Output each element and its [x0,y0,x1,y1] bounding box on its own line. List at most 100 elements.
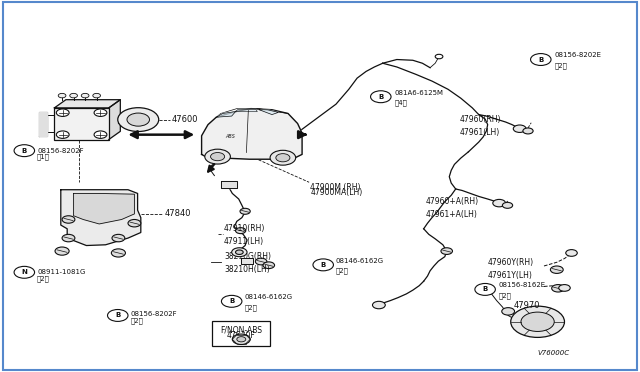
Circle shape [237,337,246,342]
Text: 47910(RH): 47910(RH) [224,224,266,233]
Circle shape [14,266,35,278]
Polygon shape [202,109,302,159]
Circle shape [372,301,385,309]
Circle shape [276,154,290,162]
Circle shape [240,208,250,214]
Circle shape [511,306,564,337]
Text: 47900M (RH): 47900M (RH) [310,183,361,192]
Text: （2）: （2） [499,292,511,299]
Text: B: B [538,57,543,62]
Text: 08146-6162G: 08146-6162G [244,294,292,300]
Text: （1）: （1） [37,154,50,160]
Text: B: B [229,298,234,304]
Text: B: B [378,94,383,100]
Circle shape [232,248,247,257]
Circle shape [112,234,125,242]
Polygon shape [61,190,141,246]
Circle shape [127,113,150,126]
Text: 47961(LH): 47961(LH) [460,128,500,137]
Text: （4）: （4） [394,100,407,106]
Circle shape [513,125,526,132]
Text: 47900MA(LH): 47900MA(LH) [310,188,363,197]
Circle shape [313,259,333,271]
Circle shape [232,334,250,344]
Circle shape [55,247,69,255]
Text: （2）: （2） [554,62,567,69]
Text: V76000C: V76000C [538,350,570,356]
Text: 08156-8202F: 08156-8202F [131,311,177,317]
Polygon shape [236,109,257,112]
Circle shape [211,153,225,161]
Text: B: B [483,286,488,292]
Circle shape [559,285,570,291]
Circle shape [566,250,577,256]
Circle shape [205,149,230,164]
Text: F/NON-ABS: F/NON-ABS [220,325,262,334]
Text: 47960Y(RH): 47960Y(RH) [488,258,534,267]
Circle shape [435,54,443,59]
Circle shape [502,308,515,315]
Circle shape [111,249,125,257]
Circle shape [236,250,243,254]
Text: 081A6-6125M: 081A6-6125M [394,90,444,96]
Circle shape [221,295,242,307]
Polygon shape [241,258,253,264]
Text: 08156-8202E: 08156-8202E [554,52,601,58]
Text: （2）: （2） [131,317,143,324]
Circle shape [531,54,551,65]
Text: 47961Y(LH): 47961Y(LH) [488,271,532,280]
Text: （2）: （2） [336,268,349,275]
Circle shape [371,91,391,103]
Text: （2）: （2） [244,304,257,311]
Bar [212,321,270,346]
Circle shape [236,228,246,234]
Circle shape [62,234,75,242]
Circle shape [521,312,554,331]
Circle shape [108,310,128,321]
Text: 47840: 47840 [165,209,191,218]
Circle shape [128,219,141,227]
Circle shape [56,109,69,116]
Circle shape [475,283,495,295]
Polygon shape [221,181,237,188]
Circle shape [441,248,452,254]
Circle shape [81,93,89,98]
Text: B: B [115,312,120,318]
Circle shape [14,145,35,157]
Circle shape [58,93,66,98]
Circle shape [552,285,564,292]
Circle shape [56,131,69,138]
Circle shape [70,93,77,98]
Polygon shape [259,110,278,115]
Text: 47961+A(LH): 47961+A(LH) [426,210,477,219]
Circle shape [550,266,563,273]
Text: （2）: （2） [37,275,50,282]
Text: N: N [21,269,28,275]
Text: 47600: 47600 [172,115,198,124]
Circle shape [263,262,275,269]
Text: 47960+A(RH): 47960+A(RH) [426,197,479,206]
Circle shape [493,199,506,207]
Polygon shape [74,193,134,224]
Text: 08156-8202F: 08156-8202F [37,148,84,154]
Text: 08146-6162G: 08146-6162G [336,258,384,264]
Circle shape [62,216,75,223]
Text: B: B [321,262,326,268]
Polygon shape [216,112,236,117]
Text: 38210G(RH): 38210G(RH) [224,252,271,261]
Circle shape [270,150,296,165]
Circle shape [94,131,107,138]
Text: B: B [22,148,27,154]
Circle shape [94,109,107,116]
Polygon shape [39,112,47,136]
Circle shape [502,202,513,208]
Circle shape [93,93,100,98]
Circle shape [118,108,159,132]
Circle shape [255,258,267,265]
Bar [54,108,109,140]
Text: 47960(RH): 47960(RH) [460,115,501,124]
Polygon shape [54,100,120,108]
Text: 08911-1081G: 08911-1081G [37,269,86,275]
Text: 47630F: 47630F [227,331,255,340]
Text: 38210H(LH): 38210H(LH) [224,265,269,274]
